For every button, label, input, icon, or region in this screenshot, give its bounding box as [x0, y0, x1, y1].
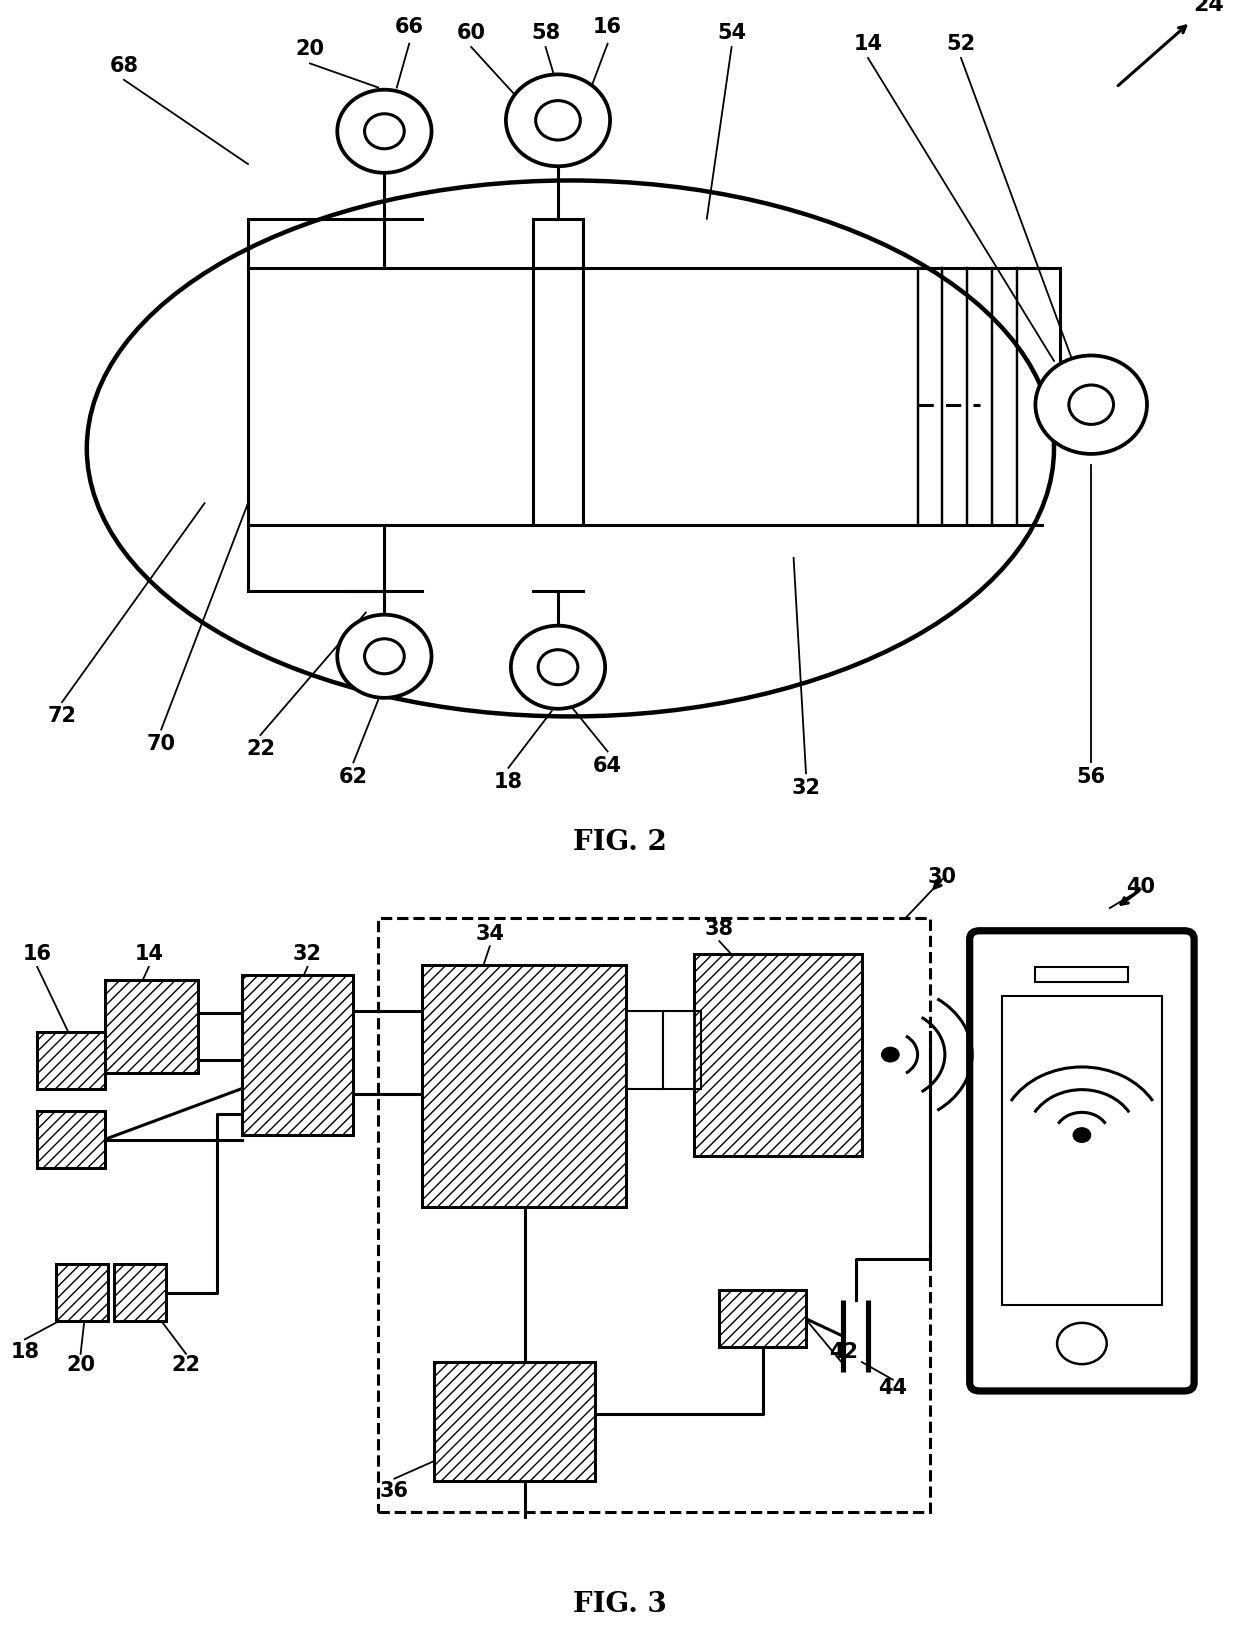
Text: 40: 40 [1126, 877, 1156, 898]
Text: 16: 16 [593, 18, 622, 38]
Text: 44: 44 [878, 1379, 908, 1398]
Text: 32: 32 [791, 778, 821, 797]
Text: 66: 66 [394, 18, 424, 38]
Text: 14: 14 [134, 944, 164, 964]
Text: 42: 42 [828, 1342, 858, 1362]
Text: 72: 72 [47, 707, 77, 726]
Text: 18: 18 [494, 773, 523, 792]
Bar [114, 1265, 166, 1321]
Text: 20: 20 [295, 40, 325, 59]
Bar [56, 1265, 108, 1321]
Text: 18: 18 [10, 1342, 40, 1362]
Circle shape [506, 74, 610, 167]
Bar [663, 1010, 701, 1088]
Text: 56: 56 [1076, 766, 1106, 786]
Bar [422, 964, 626, 1207]
Text: 52: 52 [946, 33, 976, 54]
Bar [37, 1111, 105, 1169]
Bar [719, 1289, 806, 1347]
Text: 22: 22 [171, 1355, 201, 1375]
Text: FIG. 3: FIG. 3 [573, 1592, 667, 1618]
Text: 32: 32 [293, 944, 322, 964]
Bar [694, 954, 862, 1156]
Circle shape [337, 89, 432, 173]
Bar [242, 976, 353, 1136]
Bar [626, 1010, 663, 1088]
FancyBboxPatch shape [970, 931, 1194, 1390]
Bar [37, 1111, 105, 1169]
Circle shape [337, 614, 432, 698]
Circle shape [1058, 1322, 1107, 1364]
Bar [694, 954, 862, 1156]
Circle shape [511, 626, 605, 708]
Text: 64: 64 [593, 756, 622, 776]
Text: 22: 22 [246, 740, 275, 759]
Circle shape [1035, 355, 1147, 454]
Bar [105, 981, 198, 1073]
Text: 54: 54 [717, 23, 746, 43]
Text: 20: 20 [66, 1355, 95, 1375]
Bar [422, 964, 626, 1207]
Text: 60: 60 [456, 23, 486, 43]
Bar [719, 1289, 806, 1347]
Bar [434, 1362, 595, 1481]
Bar [114, 1265, 166, 1321]
Bar [434, 1362, 595, 1481]
Text: 34: 34 [475, 925, 505, 944]
Text: 30: 30 [928, 867, 957, 887]
Text: 16: 16 [22, 944, 52, 964]
Circle shape [882, 1047, 899, 1062]
Bar [378, 918, 930, 1512]
Bar [56, 1265, 108, 1321]
Bar [37, 1032, 105, 1088]
Text: 14: 14 [853, 33, 883, 54]
Text: 62: 62 [339, 766, 368, 786]
Bar [1002, 996, 1162, 1306]
Text: 68: 68 [109, 56, 139, 76]
Text: 70: 70 [146, 733, 176, 755]
Text: 58: 58 [531, 23, 560, 43]
Bar [105, 981, 198, 1073]
Bar [1035, 967, 1128, 982]
Text: 24: 24 [1194, 0, 1224, 15]
Text: FIG. 2: FIG. 2 [573, 829, 667, 855]
Circle shape [1074, 1128, 1091, 1142]
Bar [37, 1032, 105, 1088]
Text: 36: 36 [379, 1481, 409, 1501]
Bar [242, 976, 353, 1136]
Text: 38: 38 [704, 918, 734, 939]
